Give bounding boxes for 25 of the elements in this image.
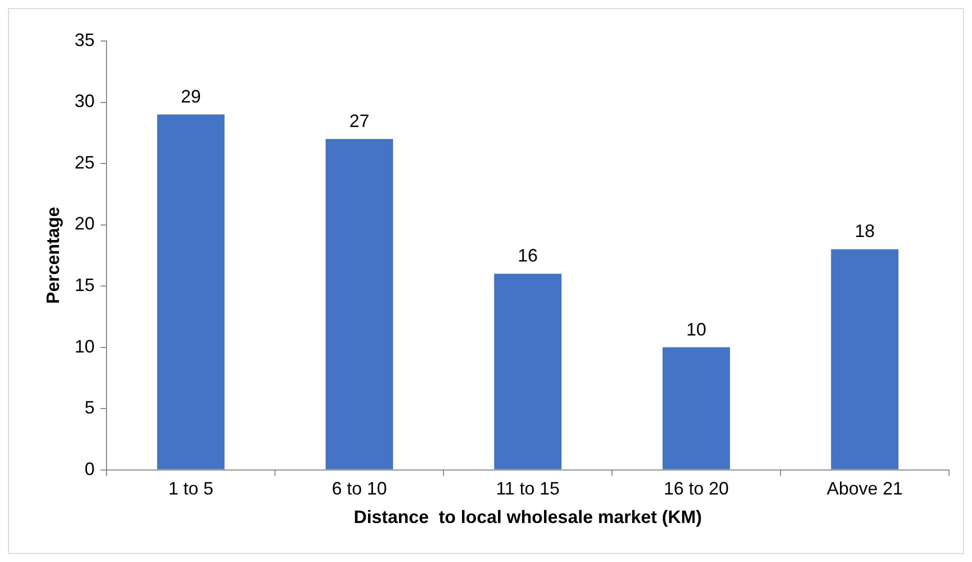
x-tick-label: 11 to 15 — [496, 478, 560, 499]
y-tick-label: 20 — [74, 214, 95, 234]
data-label: 29 — [180, 86, 201, 106]
x-tick-label: Above 21 — [826, 478, 903, 499]
y-tick-label: 10 — [74, 336, 95, 356]
bar — [326, 139, 394, 470]
x-tick-label: 1 to 5 — [168, 478, 214, 499]
x-axis-title: Distance to local wholesale market (KM) — [354, 507, 702, 528]
data-label: 10 — [686, 319, 706, 340]
data-label: 18 — [854, 221, 875, 242]
y-tick-label: 25 — [74, 152, 95, 172]
bar — [831, 249, 898, 470]
bar — [662, 347, 730, 470]
bar — [157, 114, 225, 470]
y-tick-label: 35 — [74, 30, 95, 50]
y-tick-label: 5 — [84, 398, 95, 418]
data-label: 27 — [349, 110, 370, 131]
x-tick-label: 16 to 20 — [664, 478, 729, 499]
data-label: 16 — [518, 246, 538, 266]
y-axis-title: Percentage — [42, 206, 63, 304]
y-tick-label: 0 — [84, 458, 95, 479]
y-tick-label: 15 — [74, 274, 95, 295]
x-tick-label: 6 to 10 — [332, 478, 387, 499]
y-tick-label: 30 — [74, 91, 95, 112]
bar — [494, 274, 562, 470]
